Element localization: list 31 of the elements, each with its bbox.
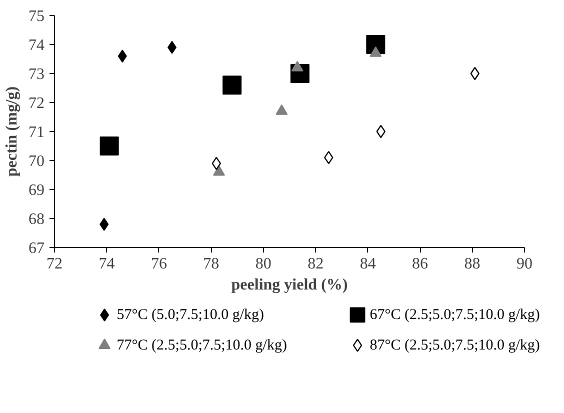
- x-axis-title: peeling yield (%): [231, 276, 348, 294]
- x-tick-label: 84: [360, 256, 376, 272]
- x-tick-label: 74: [98, 256, 115, 272]
- x-tick-label: 82: [308, 256, 324, 272]
- y-axis-title: pectin (mg/g): [4, 86, 20, 177]
- y-tick-label: 72: [28, 95, 44, 112]
- point: [324, 151, 334, 164]
- point: [100, 136, 119, 156]
- point: [212, 156, 221, 170]
- x-tick-label: 86: [412, 256, 428, 272]
- x-tick-label: 76: [150, 256, 167, 272]
- y-tick-label: 73: [28, 66, 44, 83]
- legend-label: 67°C (2.5;5.0;7.5;10.0 g/kg): [370, 306, 540, 323]
- y-tick-label: 74: [28, 37, 44, 54]
- y-tick-label: 68: [28, 211, 44, 228]
- x-tick-label: 78: [203, 256, 220, 272]
- y-tick-label: 69: [28, 182, 44, 199]
- x-tick-label: 72: [46, 256, 62, 272]
- x-tick-label: 90: [516, 256, 532, 272]
- point: [118, 50, 127, 63]
- legend-label: 87°C (2.5;5.0;7.5;10.0 g/kg): [370, 337, 540, 354]
- legend-label: 57°C (5.0;7.5;10.0 g/kg): [116, 306, 264, 323]
- x-tick-label: 80: [255, 256, 272, 272]
- x-tick-label: 88: [464, 256, 480, 272]
- legend-label: 77°C (2.5;5.0;7.5;10.0 g/kg): [116, 337, 287, 354]
- point: [222, 76, 242, 95]
- y-tick-label: 67: [28, 240, 44, 257]
- y-tick-label: 70: [28, 153, 44, 170]
- y-tick-label: 71: [28, 124, 44, 141]
- y-tick-label: 75: [28, 8, 44, 25]
- point: [100, 218, 109, 231]
